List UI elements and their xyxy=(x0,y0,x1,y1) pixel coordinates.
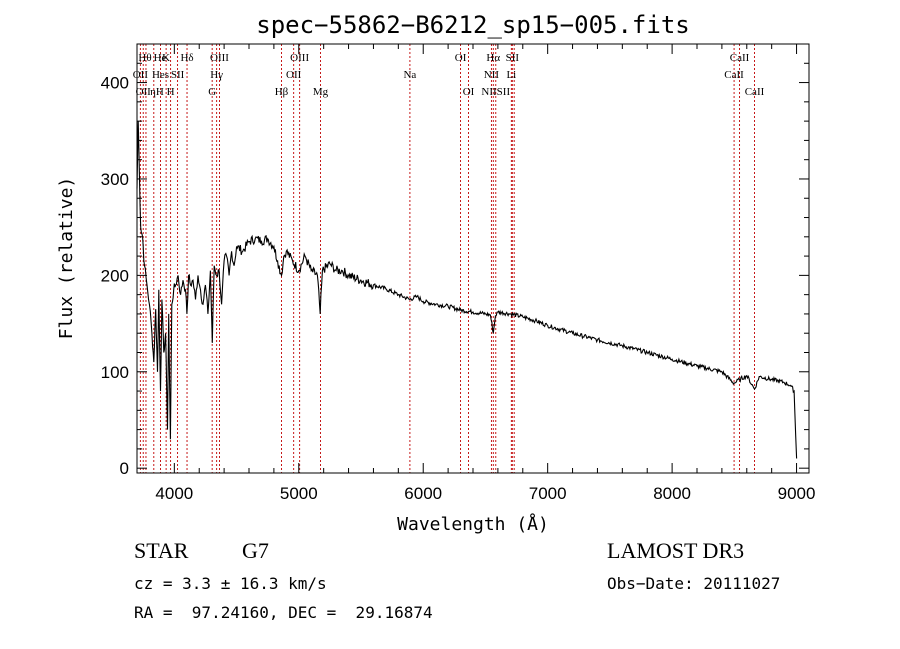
object-subclass: G7 xyxy=(242,538,269,563)
x-tick-label: 6000 xyxy=(404,484,442,503)
spectral-line-label: CaII xyxy=(745,86,765,98)
spectral-line-label: Mg xyxy=(313,86,329,98)
spectral-line-label: Hes xyxy=(152,69,169,81)
y-axis-ticks: 0 100 200 300 400 xyxy=(101,62,809,478)
spectral-line-label: OII xyxy=(133,69,149,81)
y-tick-label: 300 xyxy=(101,170,129,189)
spectral-line-label: Hδ xyxy=(180,52,193,64)
spectrum-series-line xyxy=(136,121,798,459)
spectral-line-label: Hγ xyxy=(210,69,223,81)
spectral-line-label: Li xyxy=(506,69,516,81)
spectral-line-label: K xyxy=(162,52,170,64)
y-axis-label: Flux (relative) xyxy=(56,177,77,340)
x-tick-label: 8000 xyxy=(653,484,691,503)
spectral-line-label: OII xyxy=(286,69,302,81)
object-class: STAR xyxy=(134,538,189,563)
spectral-line-label: CaII xyxy=(730,52,750,64)
obs-date-text: Obs−Date: 20111027 xyxy=(607,574,781,593)
spectral-line-label: OIII xyxy=(210,52,229,64)
redshift-text: cz = 3.3 ± 16.3 km/s xyxy=(134,574,327,593)
coordinates-text: RA = 97.24160, DEC = 29.16874 xyxy=(134,603,433,622)
spectral-line-label: NIISII xyxy=(481,86,510,98)
spectral-line-label: H xyxy=(167,86,175,98)
spectral-line-label: OI xyxy=(455,52,467,64)
y-tick-label: 400 xyxy=(101,74,129,93)
spectral-line-label: OII xyxy=(136,86,152,98)
spectral-line-label: NII xyxy=(484,69,500,81)
y-tick-label: 0 xyxy=(120,459,129,478)
spectral-line-label: OI xyxy=(463,86,475,98)
spectral-line-labels: OIIOIIHesKHSIIHδGHγOIIIHβOIIOIIIMgNaOIOI… xyxy=(133,52,765,98)
spectral-line-label: Hα xyxy=(486,52,500,64)
x-axis-label: Wavelength (Å) xyxy=(397,513,549,535)
spectral-line-label: ηH xyxy=(150,86,164,98)
x-tick-label: 4000 xyxy=(155,484,193,503)
x-tick-label: 7000 xyxy=(529,484,567,503)
x-axis-ticks: 4000 5000 6000 7000 8000 9000 xyxy=(155,44,815,503)
spectral-line-label: Na xyxy=(403,69,416,81)
spectral-line-label: Hβ xyxy=(275,86,289,98)
plot-frame xyxy=(136,43,810,474)
y-tick-label: 200 xyxy=(101,266,129,285)
spectral-line-label: SII xyxy=(171,69,185,81)
survey-name: LAMOST DR3 xyxy=(607,538,745,563)
x-tick-label: 5000 xyxy=(280,484,318,503)
spectral-line-label: Hθ xyxy=(138,52,151,64)
spectral-line-label: SII xyxy=(506,52,520,64)
spectral-line-label: CaII xyxy=(724,69,744,81)
spectral-line-label: He xyxy=(154,52,167,64)
y-tick-label: 100 xyxy=(101,363,129,382)
x-tick-label: 9000 xyxy=(778,484,816,503)
chart-title: spec−55862−B6212_sp15−005.fits xyxy=(256,11,689,39)
spectral-line-label: OIII xyxy=(290,52,309,64)
spectral-line-label: G xyxy=(208,86,216,98)
